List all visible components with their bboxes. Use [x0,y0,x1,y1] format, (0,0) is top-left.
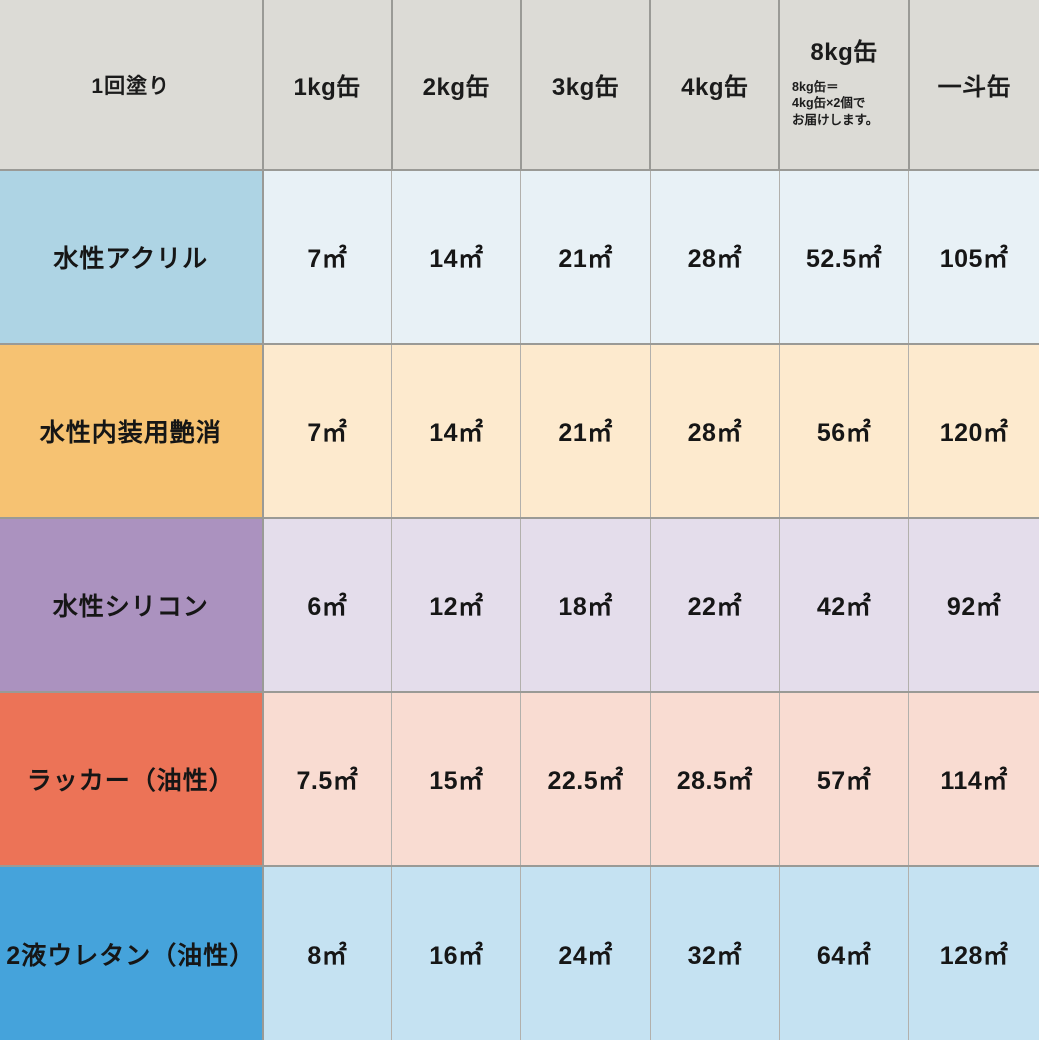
header-cell-can-6: 一斗缶 [908,0,1039,171]
coverage-value-cell: 105㎡ [908,170,1039,345]
paint-type-label: 2液ウレタン（油性） [0,866,264,1040]
coverage-value-cell: 22㎡ [650,518,780,693]
coverage-value-cell: 28㎡ [650,344,780,519]
header-row: 1回塗り 1kg缶 2kg缶 3kg缶 4kg缶 8kg缶 8kg缶＝ 4kg缶×2個で お届け… [0,0,1039,171]
table-row: ラッカー（油性） 7.5㎡ 15㎡ 22.5㎡ 28.5㎡ 57㎡ 114㎡ [0,692,1039,867]
paint-type-label: ラッカー（油性） [0,692,264,867]
coverage-value-cell: 120㎡ [908,344,1039,519]
coverage-value-cell: 128㎡ [908,866,1039,1040]
coverage-value-cell: 18㎡ [520,518,651,693]
table-body: 水性アクリル 7㎡ 14㎡ 21㎡ 28㎡ 52.5㎡ 105㎡ 水性内装用艶消 7㎡ 14㎡ 21… [0,170,1039,1040]
table-row: 水性アクリル 7㎡ 14㎡ 21㎡ 28㎡ 52.5㎡ 105㎡ [0,170,1039,345]
table-row: 水性内装用艶消 7㎡ 14㎡ 21㎡ 28㎡ 56㎡ 120㎡ [0,344,1039,519]
coverage-value-cell: 32㎡ [650,866,780,1040]
paint-type-label: 水性アクリル [0,170,264,345]
coverage-value-cell: 21㎡ [520,344,651,519]
table-header: 1回塗り 1kg缶 2kg缶 3kg缶 4kg缶 8kg缶 8kg缶＝ 4kg缶×2個で お届け… [0,0,1039,171]
coverage-value-cell: 16㎡ [391,866,522,1040]
paint-type-label: 水性シリコン [0,518,264,693]
coverage-value-cell: 64㎡ [779,866,910,1040]
coverage-value-cell: 114㎡ [908,692,1039,867]
header-cell-can-2: 2kg缶 [391,0,522,171]
coverage-value-cell: 92㎡ [908,518,1039,693]
coverage-value-cell: 7㎡ [262,170,393,345]
header-cell-can-3: 3kg缶 [520,0,652,171]
coverage-value-cell: 56㎡ [779,344,910,519]
coverage-value-cell: 6㎡ [262,518,393,693]
coverage-value-cell: 24㎡ [520,866,651,1040]
coverage-value-cell: 28.5㎡ [650,692,780,867]
coverage-value-cell: 14㎡ [391,170,522,345]
header-cell-can-4: 4kg缶 [650,0,781,171]
header-cell-can-5: 8kg缶 8kg缶＝ 4kg缶×2個で お届けします。 [779,0,910,171]
table-row: 水性シリコン 6㎡ 12㎡ 18㎡ 22㎡ 42㎡ 92㎡ [0,518,1039,693]
coverage-value-cell: 7.5㎡ [262,692,393,867]
paint-type-label: 水性内装用艶消 [0,344,264,519]
coverage-value-cell: 28㎡ [650,170,780,345]
table-row: 2液ウレタン（油性） 8㎡ 16㎡ 24㎡ 32㎡ 64㎡ 128㎡ [0,866,1039,1040]
coverage-value-cell: 14㎡ [391,344,522,519]
coverage-value-cell: 57㎡ [779,692,910,867]
header-cell-row-label: 1回塗り [0,0,264,171]
coverage-value-cell: 21㎡ [520,170,651,345]
header-cell-can-1: 1kg缶 [262,0,393,171]
coverage-value-cell: 12㎡ [391,518,522,693]
coverage-value-cell: 15㎡ [391,692,522,867]
coverage-value-cell: 42㎡ [779,518,910,693]
coverage-value-cell: 8㎡ [262,866,393,1040]
header-can-note: 8kg缶＝ 4kg缶×2個で お届けします。 [792,79,879,127]
coverage-value-cell: 52.5㎡ [779,170,910,345]
coverage-value-cell: 7㎡ [262,344,393,519]
coverage-value-cell: 22.5㎡ [520,692,651,867]
header-can-label: 8kg缶 [810,38,878,66]
